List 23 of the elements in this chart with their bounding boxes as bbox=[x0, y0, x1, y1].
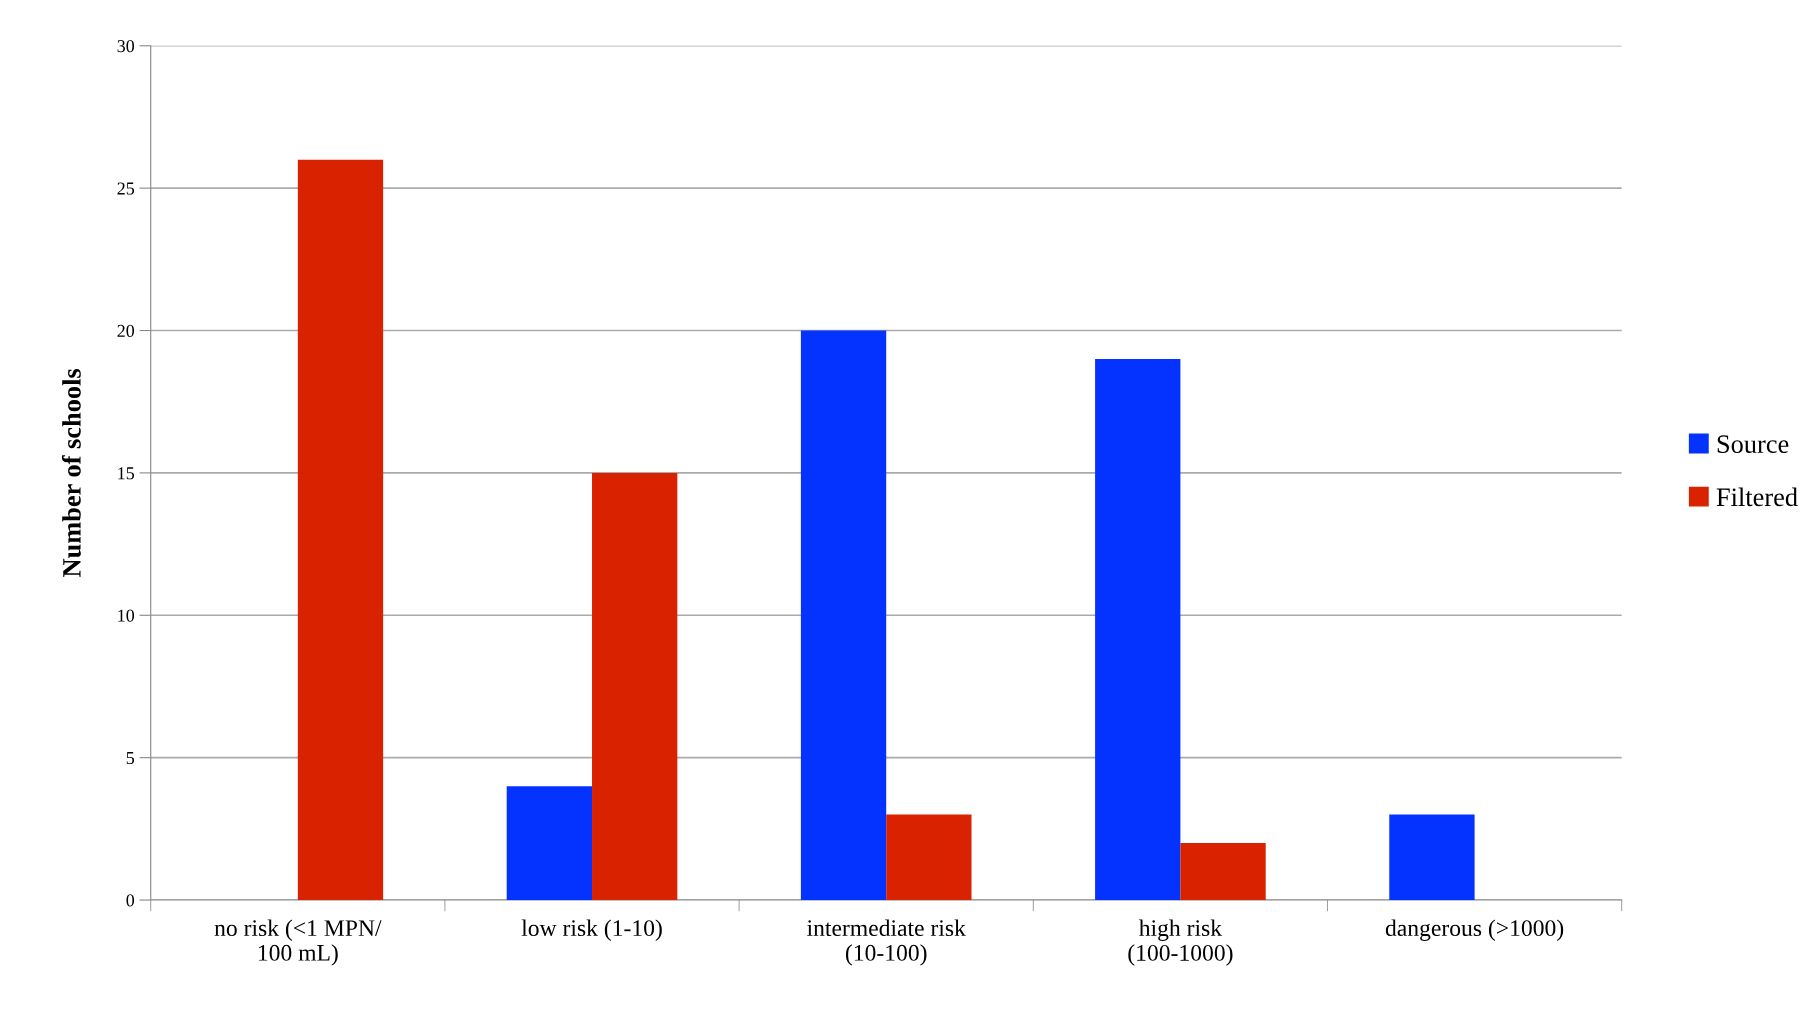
bar bbox=[592, 472, 678, 901]
bar bbox=[297, 159, 384, 901]
y-tick-label: 0 bbox=[126, 894, 135, 907]
y-tick-label: 25 bbox=[117, 182, 135, 195]
y-tick-label: 30 bbox=[117, 40, 135, 53]
x-tick-label: high risk (100-1000) bbox=[1128, 919, 1233, 966]
y-tick-label: 15 bbox=[118, 467, 135, 480]
bar bbox=[800, 330, 887, 901]
x-tick-label: dangerous (>1000) bbox=[1385, 919, 1564, 941]
y-tick-label: 5 bbox=[126, 752, 135, 765]
x-tick-label: intermediate risk (10-100) bbox=[807, 919, 966, 966]
bar bbox=[1180, 843, 1266, 901]
bar bbox=[1095, 359, 1181, 901]
y-tick-label: 20 bbox=[117, 324, 135, 337]
y-axis-title: Number of schools bbox=[61, 368, 81, 577]
x-tick-label: no risk (<1 MPN/ 100 mL) bbox=[214, 919, 382, 966]
bar bbox=[886, 814, 972, 901]
bar bbox=[1389, 814, 1475, 901]
y-tick-label: 10 bbox=[118, 609, 135, 622]
x-tick-label: low risk (1-10) bbox=[521, 919, 662, 941]
legend-label: Filtered bbox=[1716, 487, 1798, 507]
legend-label: Source bbox=[1717, 435, 1789, 454]
bar bbox=[506, 786, 593, 901]
